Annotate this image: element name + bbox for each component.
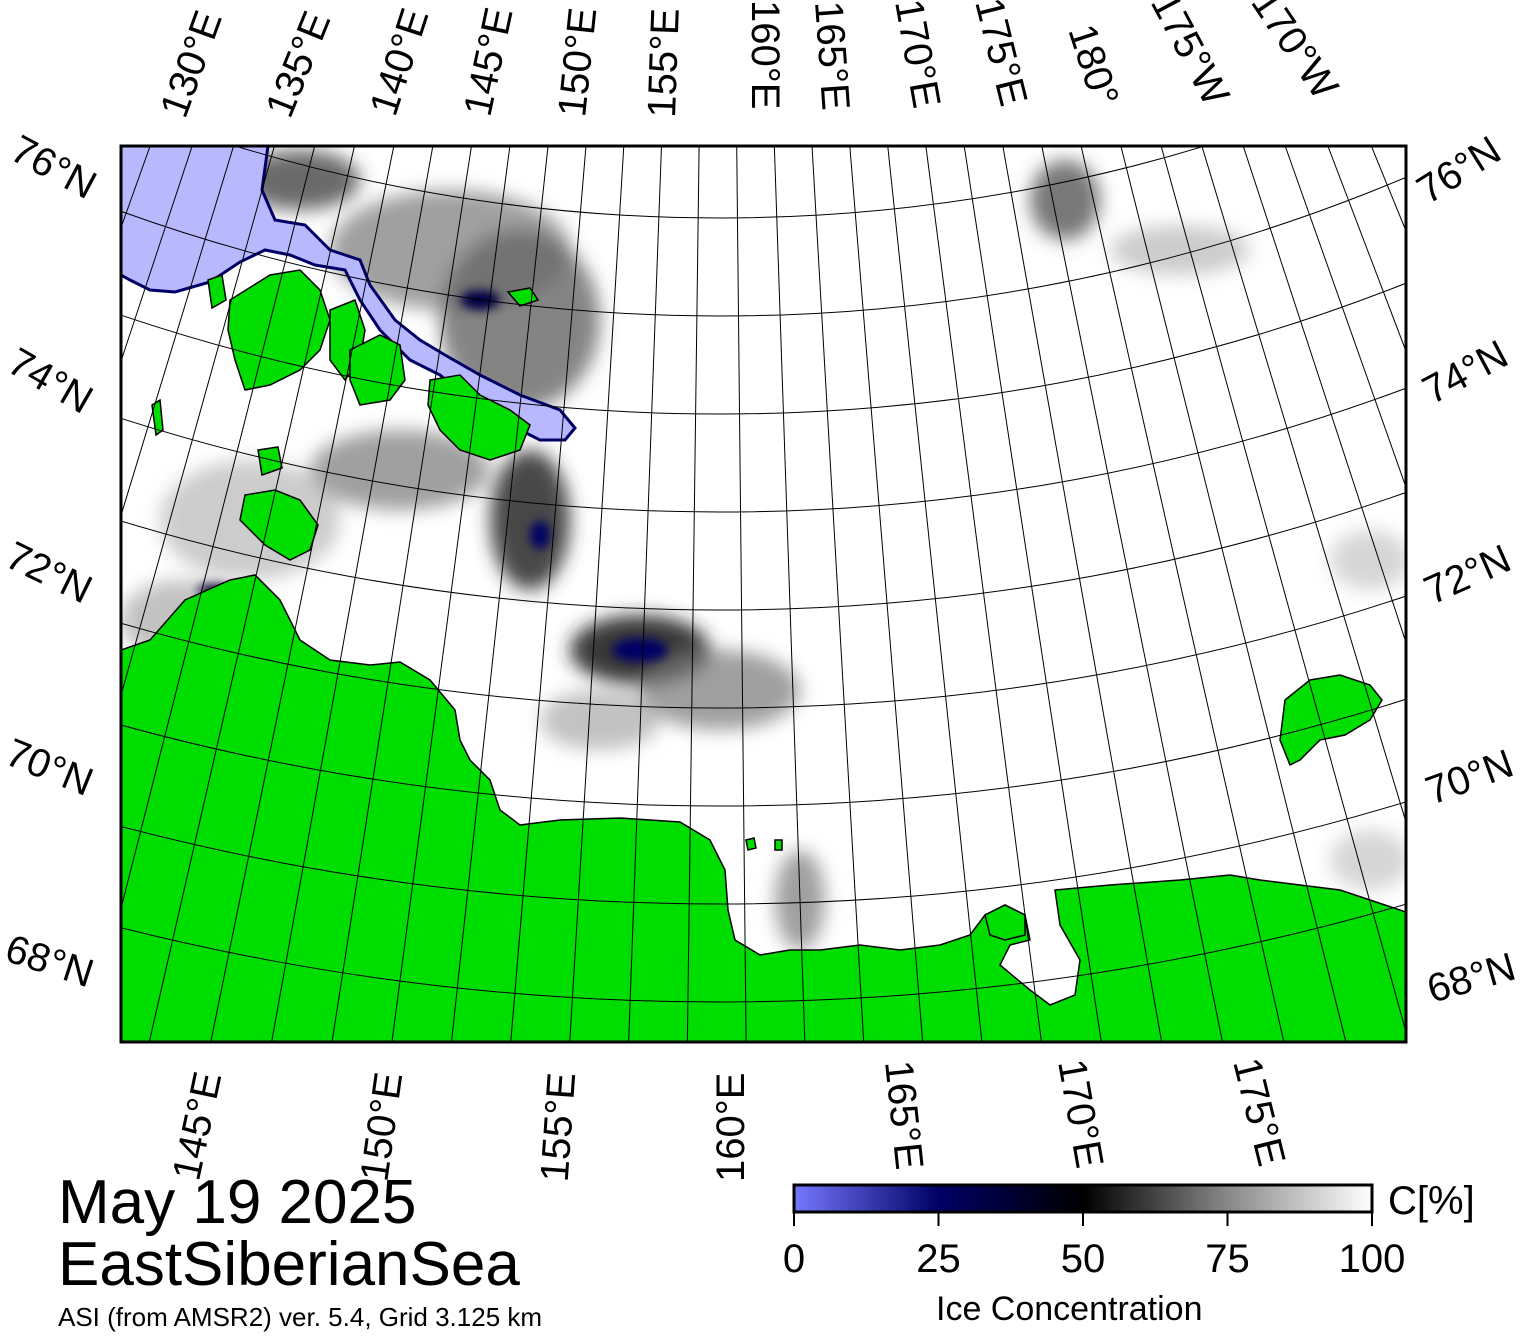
island-ayon	[984, 904, 1026, 941]
region-title: EastSiberianSea	[58, 1230, 520, 1299]
island-faddeyevsky	[349, 334, 406, 406]
meridian-line	[1160, 146, 1406, 1034]
meridian-line	[773, 146, 806, 1042]
left-latitude-labels: 76°N 74°N 72°N 70°N 68°N	[0, 127, 103, 996]
meridian-line	[963, 146, 1102, 1042]
colorbar-gradient	[792, 1183, 1374, 1214]
meridian-line	[121, 146, 235, 518]
left-lat-label: 68°N	[0, 927, 99, 996]
meridian-line	[148, 146, 355, 1042]
meridian-line	[391, 146, 511, 1042]
bottom-longitude-labels: 145°E 150°E 155°E 160°E 165°E 170°E 175°…	[165, 1054, 1294, 1185]
island-belkovsky	[207, 273, 227, 310]
right-lat-label: 74°N	[1416, 332, 1516, 413]
colorbar-unit: C[%]	[1388, 1179, 1475, 1223]
meridian-line	[811, 146, 865, 1042]
top-lon-label: 130°E	[152, 5, 231, 123]
right-latitude-labels: 76°N 74°N 72°N 70°N 68°N	[1409, 128, 1520, 1012]
meridian-line	[121, 146, 151, 230]
bottom-lon-label: 170°E	[1049, 1056, 1111, 1171]
left-lat-label: 70°N	[0, 731, 99, 805]
bottom-lon-label: 175°E	[1224, 1054, 1293, 1171]
meridian-line	[686, 146, 700, 1042]
bottom-lon-label: 150°E	[353, 1070, 412, 1184]
island-kotelny	[227, 269, 331, 391]
colorbar-tick-label: 50	[1061, 1237, 1106, 1281]
land	[121, 269, 1406, 1042]
date-title: May 19 2025	[58, 1168, 417, 1237]
top-longitude-labels: 130°E 135°E 140°E 145°E 150°E 155°E 160°…	[152, 0, 1346, 123]
right-lat-label: 76°N	[1409, 128, 1508, 213]
island-lyakhovsky-big	[239, 489, 319, 561]
left-lat-label: 76°N	[4, 127, 104, 208]
mainland-coast	[121, 574, 1406, 1042]
meridian-line	[1284, 146, 1406, 489]
meridian-line	[331, 146, 473, 1042]
top-lon-label: 145°E	[456, 4, 522, 120]
top-lon-label: 140°E	[362, 3, 438, 121]
meridian-line	[1080, 146, 1285, 1042]
colorbar: 0 25 50 75 100 C[%]	[783, 1179, 1475, 1281]
bottom-lon-label: 155°E	[533, 1071, 585, 1183]
island-wrangel	[1279, 674, 1383, 767]
island-bear-2	[774, 839, 783, 851]
bottom-lon-label: 160°E	[709, 1073, 753, 1182]
meridian-line	[121, 146, 275, 698]
meridian-line	[1120, 146, 1347, 1042]
legend-title: Ice Concentration	[936, 1290, 1203, 1328]
meridian-line	[736, 146, 747, 1042]
graticule	[121, 0, 1527, 1042]
map-frame	[119, 144, 1408, 1044]
island-stolbovoy	[151, 398, 164, 437]
right-lat-label: 72°N	[1418, 537, 1518, 614]
map-area	[121, 0, 1527, 1042]
colorbar-tick-label: 0	[783, 1237, 805, 1281]
meridian-line	[1242, 146, 1406, 645]
meridian-line	[271, 146, 434, 1042]
right-lat-label: 68°N	[1422, 945, 1520, 1012]
meridian-line	[1201, 146, 1406, 824]
meridian-line	[1041, 146, 1223, 1042]
island-bear-1	[745, 837, 757, 851]
meridian-line	[1002, 146, 1163, 1042]
meridian-line	[450, 146, 549, 1042]
meridian-line	[925, 146, 1042, 1042]
top-lon-label: 175°W	[1142, 0, 1238, 113]
top-lon-label: 170°W	[1243, 0, 1347, 107]
source-note: ASI (from AMSR2) ver. 5.4, Grid 3.125 km	[58, 1302, 543, 1332]
left-lat-label: 74°N	[1, 340, 100, 423]
bottom-lon-label: 145°E	[165, 1068, 231, 1184]
meridian-line	[887, 146, 983, 1042]
top-lon-label: 135°E	[258, 5, 340, 123]
meridian-line	[1507, 0, 1527, 848]
top-lon-label: 180°	[1059, 19, 1126, 111]
colorbar-ticks	[793, 1212, 1373, 1226]
meridian-line	[210, 146, 395, 1042]
island-lyakhovsky-small	[257, 446, 283, 477]
island-new-siberia	[427, 374, 531, 461]
colorbar-tick-label: 100	[1339, 1237, 1406, 1281]
top-lon-label: 175°E	[966, 0, 1035, 110]
meridian-line	[121, 146, 316, 911]
left-lat-label: 72°N	[0, 534, 99, 613]
top-lon-label: 170°E	[886, 0, 948, 111]
top-lon-label: 165°E	[806, 0, 858, 112]
colorbar-tick-label: 75	[1205, 1237, 1250, 1281]
island-bennett	[506, 287, 540, 307]
meridian-line	[628, 146, 662, 1042]
top-lon-label: 155°E	[640, 7, 688, 118]
right-lat-label: 70°N	[1420, 742, 1519, 814]
top-lon-label: 160°E	[743, 0, 787, 109]
meridian-line	[121, 146, 193, 363]
top-lon-label: 150°E	[550, 6, 605, 119]
meridian-line	[569, 146, 625, 1042]
colorbar-tick-label: 25	[916, 1237, 961, 1281]
bottom-lon-label: 165°E	[876, 1058, 931, 1171]
